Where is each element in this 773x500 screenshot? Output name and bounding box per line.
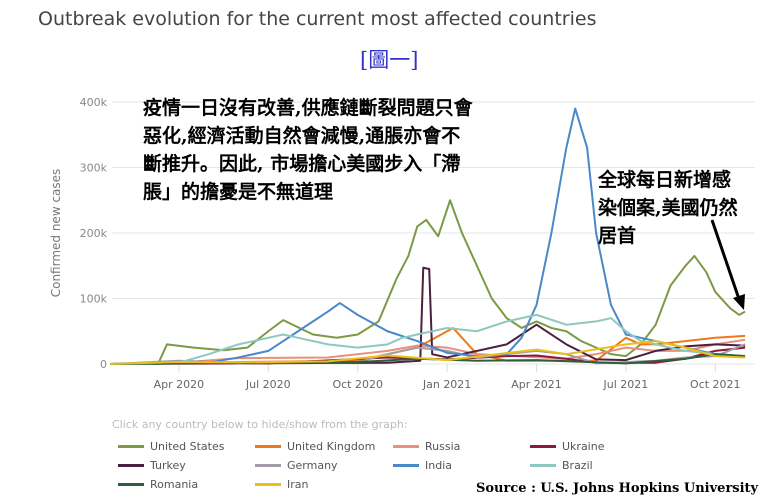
figure-label: [圖一]: [360, 48, 419, 72]
y-tick-label: 200k: [80, 227, 108, 240]
legend-swatch: [393, 464, 419, 467]
legend-label: United Kingdom: [287, 440, 376, 453]
legend-item-united-kingdom[interactable]: United Kingdom: [255, 440, 375, 453]
x-tick-label: Apr 2020: [154, 378, 205, 391]
legend-item-romania[interactable]: Romania: [118, 478, 198, 491]
legend-item-india[interactable]: India: [393, 459, 452, 472]
y-tick-label: 400k: [80, 96, 108, 109]
legend-swatch: [118, 483, 144, 486]
legend-item-ukraine[interactable]: Ukraine: [530, 440, 604, 453]
legend-item-brazil[interactable]: Brazil: [530, 459, 593, 472]
legend-item-germany[interactable]: Germany: [255, 459, 338, 472]
x-tick-label: Jul 2021: [603, 378, 649, 391]
y-tick-label: 300k: [80, 162, 108, 175]
series-line-turkey: [110, 266, 746, 365]
chart-title: Outbreak evolution for the current most …: [38, 8, 597, 30]
legend-swatch: [255, 464, 281, 467]
source-note: Source : U.S. Johns Hopkins University: [476, 481, 759, 496]
legend-label: Romania: [150, 478, 199, 491]
legend-swatch: [393, 445, 419, 448]
series-line-iran: [110, 340, 746, 365]
legend-label: Iran: [287, 478, 309, 491]
x-tick-label: Jul 2020: [245, 378, 291, 391]
x-tick-label: Oct 2021: [690, 378, 741, 391]
series-line-brazil: [110, 313, 746, 365]
line-chart: 0 100k 200k 300k 400k Apr 2020 Jul 2020 Oct 202…: [49, 96, 755, 391]
legend-swatch: [530, 464, 556, 467]
series-line-india: [110, 107, 746, 365]
y-axis-label: Confirmed new cases: [49, 169, 63, 298]
legend-item-russia[interactable]: Russia: [393, 440, 460, 453]
legend-swatch: [255, 445, 281, 448]
legend-label: Russia: [425, 440, 461, 453]
legend-swatch: [118, 445, 144, 448]
legend-swatch: [118, 464, 144, 467]
series-line-romania: [110, 353, 746, 365]
legend-label: India: [425, 459, 452, 472]
annotation-right: 全球每日新增感 染個案,美國仍然 居首: [598, 169, 738, 247]
x-tick-label: Apr 2021: [511, 378, 562, 391]
legend-swatch: [530, 445, 556, 448]
annotation-left: 疫情一日沒有改善,供應鏈斷裂問題只會 惡化,經濟活動自然會減慢,通脹亦會不 斷推…: [143, 97, 473, 203]
legend-label: United States: [150, 440, 225, 453]
legend-label: Turkey: [150, 459, 186, 472]
legend-hint: Click any country below to hide/show fro…: [112, 418, 408, 431]
legend-item-united-states[interactable]: United States: [118, 440, 225, 453]
arrow-line: [710, 219, 742, 303]
arrow-head-icon: [733, 294, 745, 310]
legend-swatch: [255, 483, 281, 486]
legend-item-iran[interactable]: Iran: [255, 478, 308, 491]
series-line-russia: [110, 338, 746, 365]
legend-label: Germany: [287, 459, 338, 472]
series-line-united-states: [110, 199, 746, 365]
y-tick-label: 0: [100, 358, 107, 371]
legend-label: Ukraine: [562, 440, 605, 453]
x-tick-label: Jan 2021: [422, 378, 471, 391]
y-tick-label: 100k: [80, 293, 108, 306]
legend-item-turkey[interactable]: Turkey: [118, 459, 186, 472]
x-tick-label: Oct 2020: [332, 378, 383, 391]
legend-label: Brazil: [562, 459, 593, 472]
